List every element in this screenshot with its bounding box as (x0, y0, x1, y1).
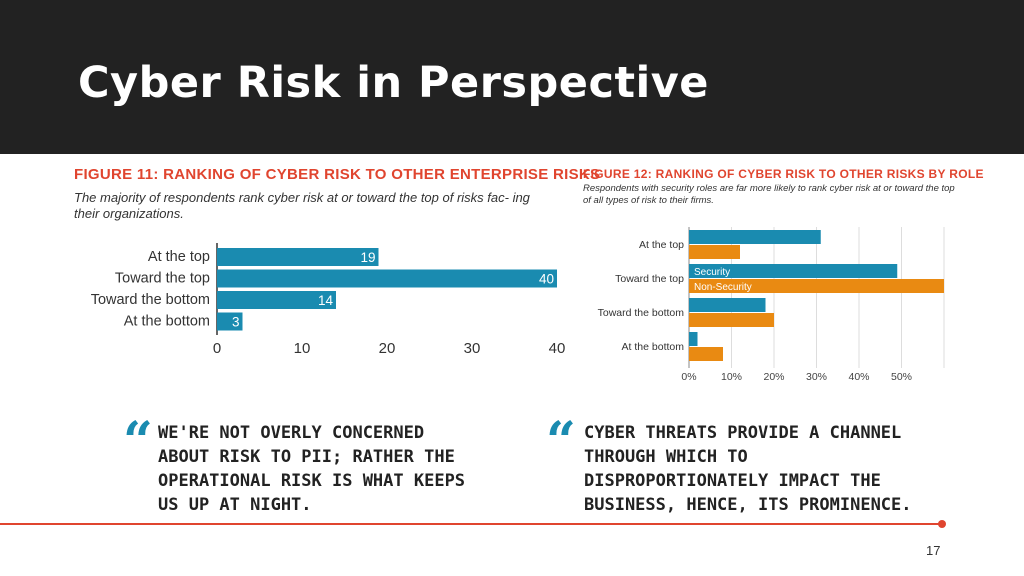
bar-non-security (689, 279, 944, 293)
bar-security (689, 264, 898, 278)
slide-title: Cyber Risk in Perspective (78, 58, 709, 108)
figure-11-title: FIGURE 11: RANKING OF CYBER RISK TO OTHE… (74, 166, 601, 183)
data-label: 14 (318, 293, 334, 308)
category-label: Toward the top (615, 273, 684, 285)
bar-security (689, 332, 698, 346)
bar (217, 269, 557, 288)
footer-divider (0, 523, 941, 525)
quote-mark-icon: “ (546, 411, 576, 472)
page-number: 17 (926, 543, 941, 558)
bar (217, 248, 379, 266)
x-tick-label: 20 (379, 340, 396, 357)
bar (217, 291, 336, 309)
quote-mark-icon: “ (123, 411, 153, 472)
bar-non-security (689, 347, 723, 361)
category-label: At the top (639, 239, 684, 251)
legend-label: Non-Security (694, 282, 752, 293)
x-tick-label: 30 (464, 340, 481, 357)
x-tick-label: 50% (891, 371, 912, 383)
x-tick-label: 0% (681, 371, 696, 383)
bar-non-security (689, 245, 740, 259)
x-tick-label: 40% (848, 371, 869, 383)
x-tick-label: 10 (294, 340, 311, 357)
bar-non-security (689, 313, 774, 327)
category-label: Toward the bottom (598, 307, 685, 319)
bar (217, 312, 243, 331)
footer-divider-dot (938, 520, 946, 528)
bar-security (689, 230, 821, 244)
figure-12-title: FIGURE 12: RANKING OF CYBER RISK TO OTHE… (583, 167, 984, 181)
figure-11-subtitle: The majority of respondents rank cyber r… (74, 190, 530, 221)
category-label: Toward the bottom (91, 292, 210, 308)
figure-12-subtitle: Respondents with security roles are far … (583, 183, 955, 206)
category-label: At the bottom (622, 341, 685, 353)
x-tick-label: 40 (549, 340, 566, 357)
x-tick-label: 20% (763, 371, 784, 383)
data-label: 3 (232, 315, 240, 330)
x-tick-label: 10% (721, 371, 742, 383)
title-bar: Cyber Risk in Perspective (0, 0, 1024, 154)
quote-1-text: We're not overly concerned about risk to… (158, 423, 466, 515)
category-label: Toward the top (115, 271, 210, 287)
x-tick-label: 0 (213, 340, 221, 357)
category-label: At the top (148, 249, 210, 265)
data-label: 40 (539, 272, 554, 287)
data-label: 19 (360, 250, 375, 265)
category-label: At the bottom (124, 314, 210, 330)
legend-label: Security (694, 267, 730, 278)
quote-2-text: Cyber threats provide a channel through … (584, 423, 912, 515)
x-tick-label: 30% (806, 371, 827, 383)
bar-security (689, 298, 766, 312)
